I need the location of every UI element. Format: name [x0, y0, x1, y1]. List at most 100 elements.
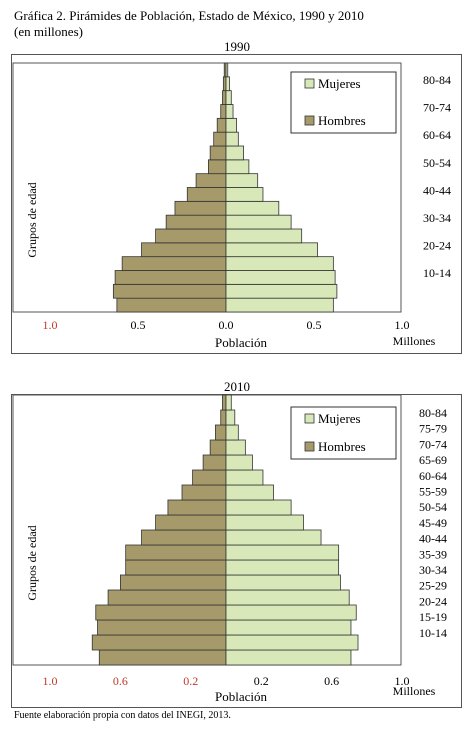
bar-hombres-70-74: [220, 104, 227, 119]
bar-hombres-30-34: [125, 559, 227, 576]
bar-mujeres-55-59: [225, 145, 245, 161]
age-group-label: 20-24: [419, 594, 447, 608]
x-axis-label: Población: [215, 335, 267, 350]
bar-mujeres-20-24: [225, 242, 318, 258]
x-tick-label: 1.0: [395, 674, 410, 688]
bar-mujeres-20-24: [225, 589, 350, 606]
legend-swatch-mujeres: [304, 413, 315, 424]
legend-label-hombres: Hombres: [318, 113, 366, 128]
x-tick-label: 1.0: [43, 318, 58, 332]
bar-mujeres-35-39: [225, 544, 340, 561]
source-caption: Fuente elaboración propia con datos del …: [14, 710, 231, 721]
bar-hombres-60-64: [213, 131, 227, 147]
age-group-label: 30-34: [423, 211, 451, 225]
chart-title-line2: (en millones): [14, 24, 83, 39]
bar-hombres-30-34: [165, 214, 227, 230]
bar-hombres-5-9: [91, 634, 227, 651]
bar-hombres-70-74: [209, 439, 227, 456]
bar-hombres-40-44: [141, 529, 227, 546]
bar-hombres-0-4: [98, 649, 227, 666]
y-axis-label: Grupos de edad: [25, 525, 39, 600]
bar-hombres-10-14: [97, 619, 227, 636]
bar-hombres-25-29: [155, 228, 227, 244]
panel-title-2010: 2010: [224, 379, 250, 394]
bar-mujeres-25-29: [225, 574, 341, 591]
bar-mujeres-50-54: [225, 159, 250, 175]
pyramid-panel-1990: 1990 1.0 0.5 0.0 0.5 1.0 Población Millones Grup…: [11, 39, 462, 354]
bar-hombres-60-64: [192, 469, 227, 486]
x-tick-label: 1.0: [43, 674, 58, 688]
age-group-label: 10-14: [423, 266, 451, 280]
age-group-label: 10-14: [419, 626, 447, 640]
age-group-label: 50-54: [423, 156, 451, 170]
x-tick-label: 0.6: [113, 674, 128, 688]
bar-hombres-45-49: [155, 514, 227, 531]
bar-hombres-25-29: [120, 574, 227, 591]
legend-swatch-hombres: [304, 115, 315, 126]
bar-hombres-50-54: [167, 499, 227, 516]
bar-mujeres-80-84: [225, 76, 230, 92]
pyramid-panel-2010: 2010 1.0 0.6 0.2 0.2 0.6 1.0 Población Millones G…: [11, 379, 462, 708]
age-group-label: 60-64: [419, 469, 447, 483]
x-axis-label: Población: [215, 689, 267, 704]
bar-mujeres-45-49: [225, 514, 304, 531]
bar-hombres-55-59: [209, 145, 227, 161]
age-group-label: 55-59: [419, 485, 447, 499]
bar-hombres-55-59: [181, 484, 227, 501]
x-tick-label: 1.0: [395, 318, 410, 332]
legend-swatch-hombres: [304, 441, 315, 452]
chart-title-line1: Gráfica 2. Pirámides de Población, Estad…: [14, 8, 364, 23]
x-tick-label: 0.6: [324, 674, 339, 688]
x-tick-label: 0.5: [131, 318, 146, 332]
bar-mujeres-85+: [225, 62, 229, 78]
bar-mujeres-70-74: [225, 104, 234, 119]
age-group-label: 25-29: [419, 579, 447, 593]
bar-mujeres-30-34: [225, 559, 340, 576]
bar-mujeres-30-34: [225, 214, 292, 230]
bar-mujeres-0-4: [225, 297, 334, 313]
age-group-label: 35-39: [419, 547, 447, 561]
bar-hombres-20-24: [141, 242, 227, 258]
age-group-label: 15-19: [419, 610, 447, 624]
age-group-label: 60-64: [423, 128, 451, 142]
bar-hombres-5-9: [112, 283, 227, 299]
x-tick-label: 0.0: [219, 318, 234, 332]
bar-hombres-80-84: [220, 409, 227, 426]
bar-mujeres-10-14: [225, 270, 336, 285]
age-group-label: 50-54: [419, 500, 447, 514]
legend-label-hombres: Hombres: [318, 439, 366, 454]
bar-hombres-0-4: [116, 297, 227, 313]
bar-mujeres-75-79: [225, 90, 232, 105]
bar-hombres-85+: [222, 394, 227, 411]
x-tick-label: 0.2: [183, 674, 198, 688]
bar-mujeres-85+: [225, 394, 232, 411]
bar-mujeres-40-44: [225, 187, 264, 202]
age-group-label: 70-74: [423, 101, 451, 115]
bar-mujeres-60-64: [225, 131, 239, 147]
bar-mujeres-5-9: [225, 634, 359, 651]
units-label: Millones: [393, 334, 436, 348]
age-group-label: 40-44: [423, 183, 451, 197]
bar-hombres-15-19: [95, 604, 227, 621]
pyramid-chart-1990: 1990 1.0 0.5 0.0 0.5 1.0 Población Millones Grup…: [12, 39, 451, 350]
bar-mujeres-80-84: [225, 409, 236, 426]
units-label: Millones: [393, 684, 436, 698]
bar-mujeres-35-39: [225, 200, 280, 216]
bar-mujeres-0-4: [225, 649, 352, 666]
bar-hombres-40-44: [186, 187, 227, 202]
bar-hombres-10-14: [114, 270, 227, 285]
age-group-label: 20-24: [423, 239, 451, 253]
age-group-label: 45-49: [419, 516, 447, 530]
bar-mujeres-55-59: [225, 484, 274, 501]
bar-hombres-15-19: [121, 256, 227, 271]
age-group-label: 30-34: [419, 563, 447, 577]
bar-mujeres-15-19: [225, 256, 334, 271]
bar-hombres-35-39: [174, 200, 227, 216]
legend-label-mujeres: Mujeres: [318, 76, 361, 91]
bar-mujeres-70-74: [225, 439, 246, 456]
bar-hombres-75-79: [222, 90, 227, 105]
age-group-label: 40-44: [419, 532, 447, 546]
bar-mujeres-50-54: [225, 499, 292, 516]
bar-hombres-35-39: [125, 544, 227, 561]
pyramid-chart-2010: 2010 1.0 0.6 0.2 0.2 0.6 1.0 Población Millones G…: [12, 379, 447, 704]
